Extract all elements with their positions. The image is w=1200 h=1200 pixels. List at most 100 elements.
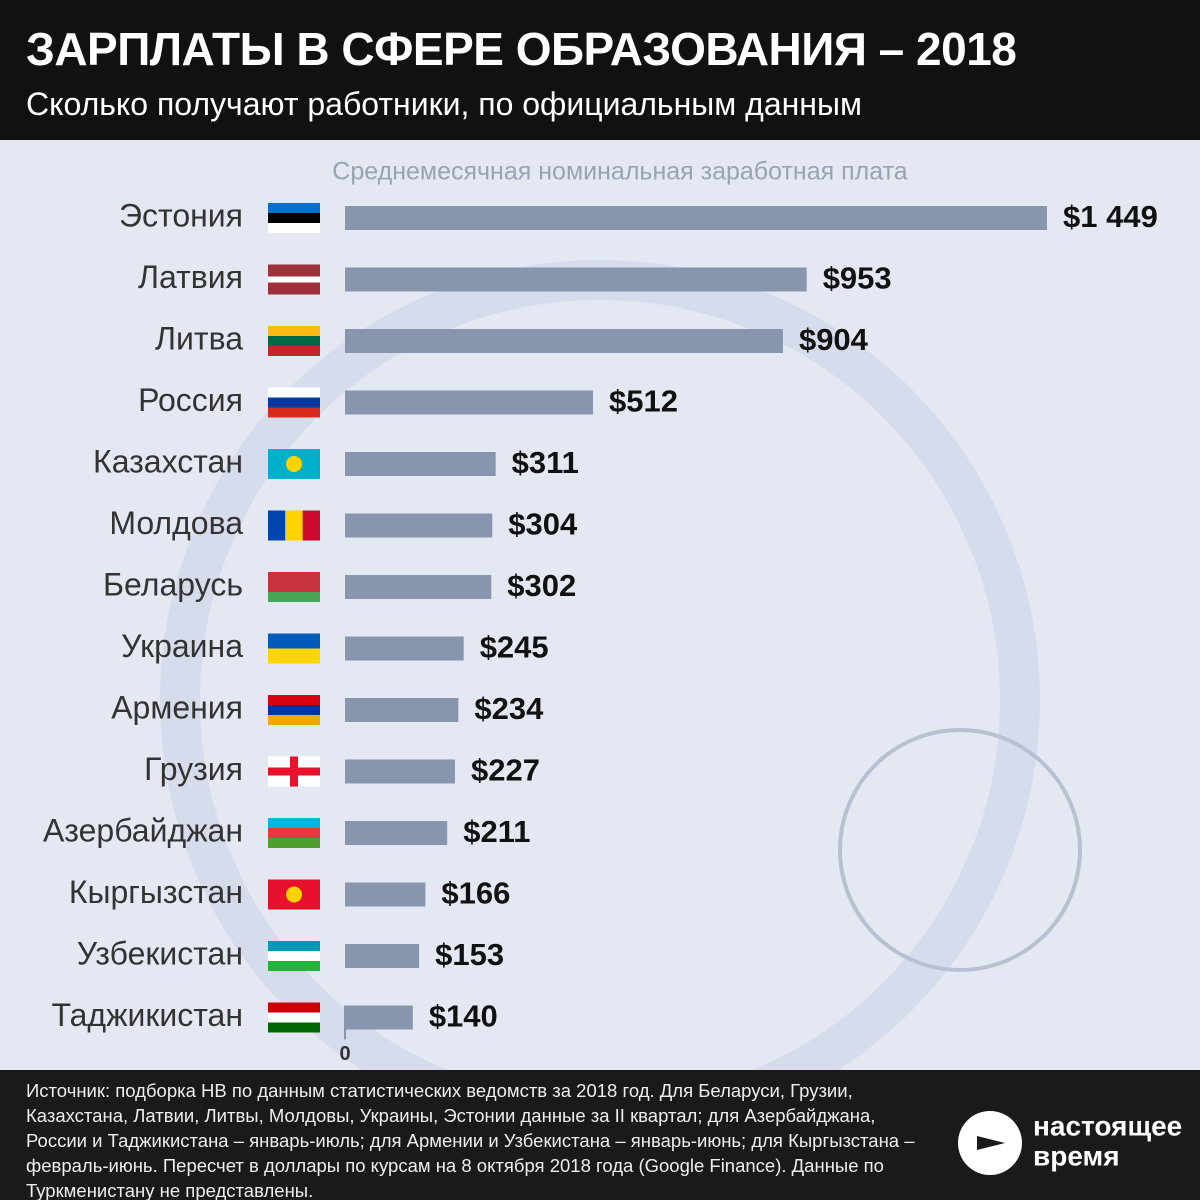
y-tick-label: Литва	[155, 320, 243, 356]
y-tick-label: Эстония	[119, 197, 243, 233]
flag-stripe	[268, 838, 320, 848]
flag-stripe	[268, 941, 320, 951]
y-tick-label: Грузия	[144, 751, 243, 787]
flag-stripe	[268, 818, 320, 828]
logo-text: настоящее	[1033, 1110, 1182, 1141]
axis-title: Среднемесячная номинальная заработная пл…	[332, 158, 907, 186]
y-tick-label: Россия	[138, 382, 243, 418]
flag	[268, 203, 320, 233]
y-tick-label: Латвия	[138, 259, 243, 295]
globe-sketch	[838, 728, 1082, 972]
bar	[345, 575, 492, 599]
flag-sun	[286, 886, 302, 903]
flag-stripe	[268, 203, 320, 213]
flag-stripe	[268, 346, 320, 356]
bar	[345, 698, 459, 722]
bar	[345, 329, 783, 353]
flag-stripe	[268, 397, 320, 408]
bar	[345, 390, 594, 415]
value-label: $304	[508, 507, 578, 542]
flag	[268, 941, 320, 971]
y-tick-label: Армения	[111, 689, 243, 725]
x-tick-label: 0	[339, 1043, 350, 1065]
flag	[268, 264, 320, 295]
footer: Источник: подборка НВ по данным статисти…	[0, 1070, 1200, 1200]
flag-sun	[286, 456, 302, 472]
flag-stripe	[285, 510, 303, 541]
flag-stripe	[268, 387, 320, 398]
bar	[345, 944, 420, 968]
flag-stripe	[268, 1002, 320, 1013]
header: ЗАРПЛАТЫ В СФЕРЕ ОБРАЗОВАНИЯ – 2018 Скол…	[0, 0, 1200, 140]
flag-stripe	[268, 264, 320, 271]
chart-title: ЗАРПЛАТЫ В СФЕРЕ ОБРАЗОВАНИЯ – 2018	[26, 23, 1017, 75]
flag-stripe	[268, 1012, 320, 1023]
flag	[268, 695, 320, 725]
y-tick-label: Таджикистан	[52, 997, 244, 1033]
value-label: $153	[435, 937, 504, 972]
flag	[268, 633, 320, 664]
flag-stripe	[268, 407, 320, 418]
value-label: $512	[609, 384, 678, 419]
y-tick-label: Молдова	[109, 505, 243, 541]
flag-stripe	[268, 592, 320, 602]
flag-stripe	[268, 1022, 320, 1033]
flag	[268, 1002, 320, 1033]
value-label: $140	[429, 999, 498, 1034]
flag	[268, 387, 320, 418]
flag	[268, 572, 320, 602]
value-label: $234	[474, 691, 544, 726]
flag-stripe	[268, 213, 320, 223]
chart: Среднемесячная номинальная заработная пл…	[43, 158, 1158, 1070]
flag-stripe	[268, 276, 320, 283]
value-label: $1 449	[1063, 199, 1158, 234]
bar	[345, 759, 455, 784]
value-label: $953	[823, 261, 892, 296]
flag-stripe	[268, 695, 320, 705]
flag-stripe	[268, 715, 320, 725]
flag-stripe	[268, 828, 320, 838]
flag-stripe	[268, 648, 320, 664]
flag-stripe	[268, 572, 320, 582]
value-label: $311	[512, 445, 579, 480]
value-label: $302	[507, 568, 576, 603]
bar	[345, 882, 426, 907]
flag-stripe	[268, 282, 320, 289]
flag	[268, 510, 320, 541]
bar	[345, 452, 496, 476]
flag-stripe	[268, 223, 320, 233]
flag	[268, 756, 320, 787]
flag-stripe	[268, 961, 320, 971]
flag-stripe	[268, 270, 320, 277]
flag-stripe	[268, 582, 320, 592]
bar	[345, 821, 448, 845]
value-label: $227	[471, 753, 540, 788]
value-label: $904	[799, 322, 869, 357]
bar	[345, 636, 464, 661]
flag-stripe	[268, 633, 320, 649]
bar	[345, 267, 807, 292]
bar	[345, 1005, 413, 1030]
flag	[268, 879, 320, 910]
flag-stripe	[302, 510, 320, 541]
y-tick-label: Украина	[121, 628, 243, 664]
value-label: $245	[480, 630, 549, 665]
chart-subtitle: Сколько получают работники, по официальн…	[26, 86, 862, 122]
flag-cross	[268, 767, 320, 776]
value-label: $166	[441, 876, 510, 911]
value-label: $211	[463, 814, 530, 849]
flag-stripe	[268, 326, 320, 336]
logo-text: время	[1033, 1140, 1120, 1171]
flag-stripe	[268, 288, 320, 295]
source-note: Источник: подборка НВ по данным статисти…	[26, 1080, 915, 1200]
y-tick-label: Узбекистан	[77, 935, 243, 971]
flag-stripe	[268, 705, 320, 715]
logo-arrow	[977, 1136, 1005, 1150]
y-tick-label: Кыргызстан	[69, 874, 243, 910]
logo: настоящее время	[958, 1110, 1182, 1175]
flag	[268, 818, 320, 848]
y-tick-label: Казахстан	[93, 443, 243, 479]
flag-stripe	[268, 336, 320, 346]
flag-stripe	[268, 951, 320, 961]
